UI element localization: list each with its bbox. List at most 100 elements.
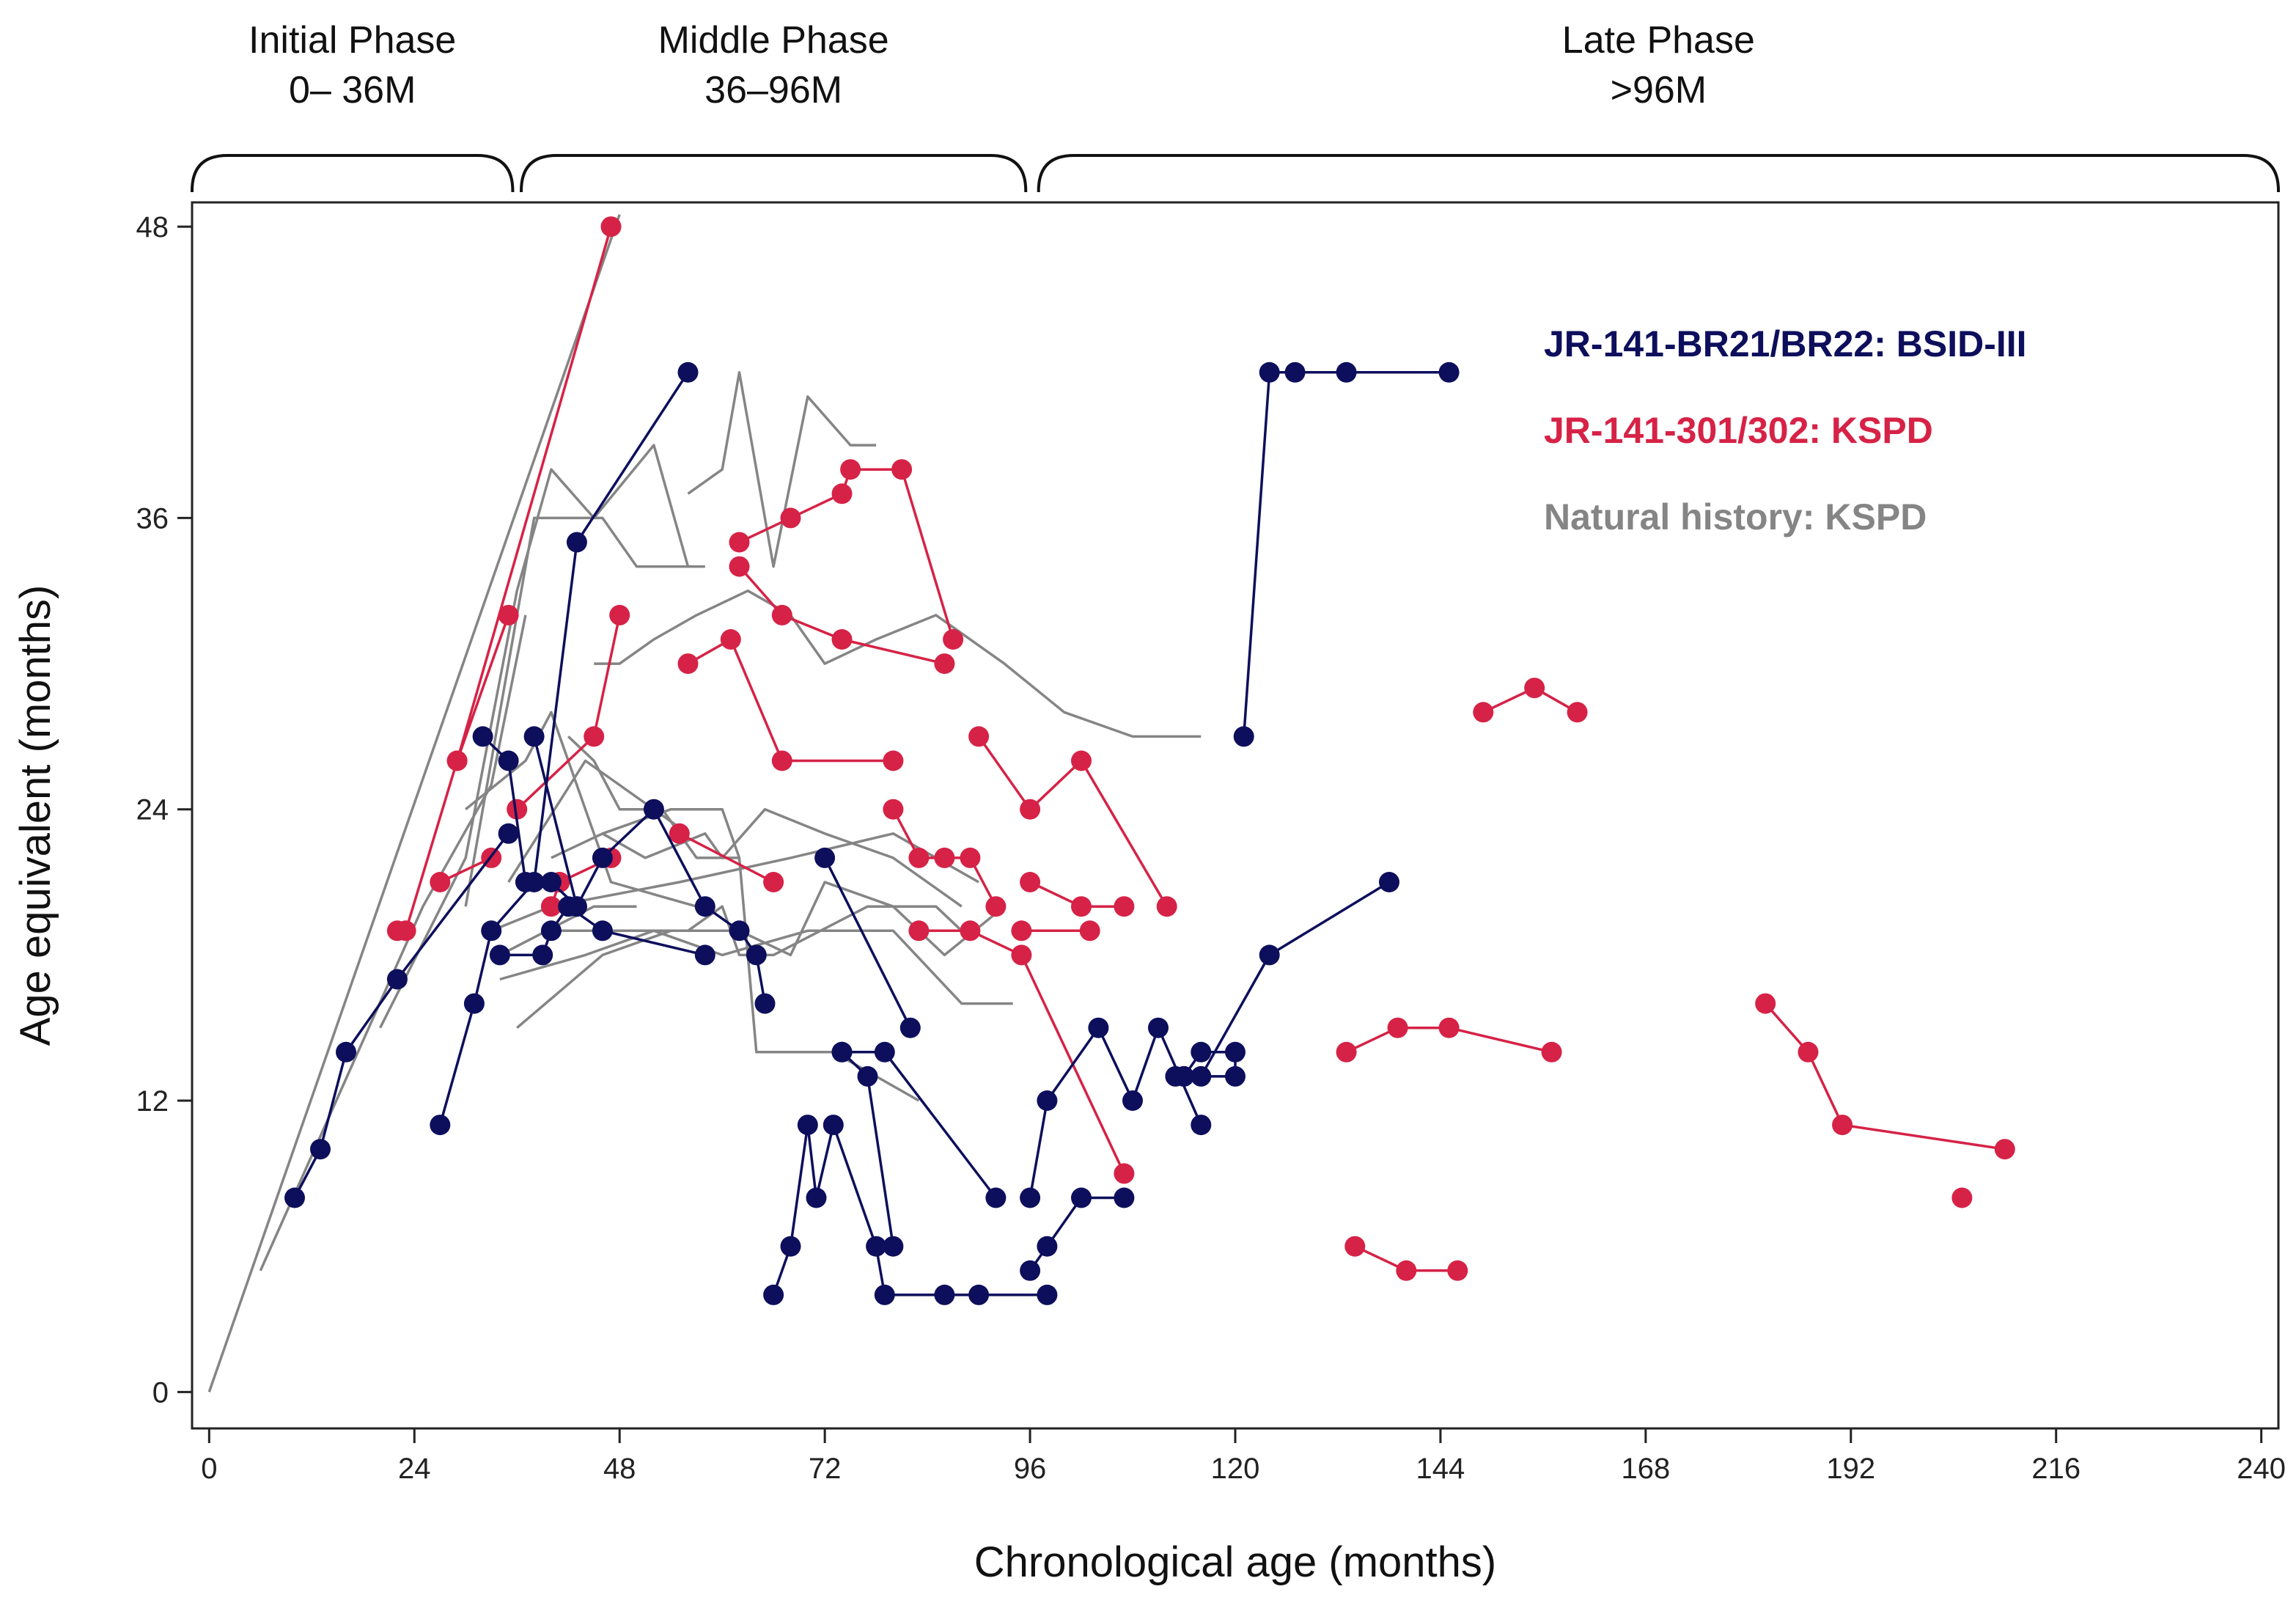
kspd-point bbox=[908, 920, 930, 942]
y-tick-label: 0 bbox=[152, 1376, 169, 1409]
bsid-point bbox=[754, 993, 776, 1014]
phase-range: 36–96M bbox=[704, 69, 842, 111]
bsid-point bbox=[498, 750, 519, 771]
kspd-point bbox=[498, 604, 519, 625]
x-tick-label: 72 bbox=[809, 1453, 842, 1485]
bsid-point bbox=[463, 993, 485, 1014]
kspd-point bbox=[1071, 896, 1092, 917]
kspd-point bbox=[831, 483, 853, 504]
bsid-point bbox=[899, 1017, 921, 1038]
phase-title: Initial Phase bbox=[249, 19, 456, 62]
plot-area-frame bbox=[191, 201, 2280, 1430]
bsid-point bbox=[797, 1115, 818, 1136]
kspd-point bbox=[430, 872, 451, 892]
y-tick-label: 24 bbox=[136, 794, 169, 826]
kspd-point bbox=[584, 726, 605, 747]
bsid-point bbox=[540, 920, 562, 942]
x-axis-title: Chronological age (months) bbox=[974, 1538, 1496, 1586]
bsid-point bbox=[729, 920, 750, 942]
bsid-point bbox=[1225, 1041, 1245, 1063]
bsid-point bbox=[643, 799, 664, 820]
kspd-point bbox=[1951, 1187, 1973, 1208]
kspd-point bbox=[943, 629, 964, 650]
series-layer bbox=[207, 214, 2015, 1392]
kspd-point bbox=[1994, 1139, 2015, 1160]
kspd-point bbox=[1541, 1041, 1562, 1063]
kspd-point bbox=[507, 799, 528, 820]
bsid-point bbox=[481, 920, 502, 942]
bsid-trajectory bbox=[1242, 371, 1449, 737]
bsid-point bbox=[1284, 362, 1306, 383]
kspd-point bbox=[540, 896, 562, 917]
kspd-point bbox=[934, 847, 955, 868]
x-tick-label: 168 bbox=[1621, 1453, 1670, 1485]
phase-range: 0– 36M bbox=[289, 69, 416, 111]
kspd-trajectory bbox=[455, 226, 613, 761]
kspd-point bbox=[1020, 872, 1041, 892]
bsid-trajectory bbox=[482, 735, 767, 1004]
bsid-point bbox=[472, 726, 493, 747]
x-tick-label: 240 bbox=[2237, 1453, 2286, 1485]
bsid-point bbox=[1259, 362, 1280, 383]
kspd-point bbox=[1336, 1041, 1357, 1063]
kspd-point bbox=[883, 799, 904, 820]
bsid-point bbox=[694, 896, 715, 917]
bsid-point bbox=[515, 872, 536, 892]
bsid-point bbox=[498, 823, 519, 844]
kspd-point bbox=[763, 872, 784, 892]
bsid-point bbox=[566, 532, 587, 553]
bsid-point bbox=[1148, 1017, 1169, 1038]
bsid-point bbox=[566, 896, 587, 917]
bsid-point bbox=[874, 1041, 895, 1063]
legend-item-bsid: JR-141-BR21/BR22: BSID-III bbox=[1544, 323, 2027, 364]
phase-annotations: Initial Phase 0– 36M Middle Phase 36–96M Lat… bbox=[191, 19, 2280, 192]
kspd-point bbox=[771, 604, 792, 625]
bsid-point bbox=[934, 1284, 955, 1305]
kspd-point bbox=[1798, 1041, 1819, 1063]
kspd-point bbox=[677, 653, 699, 675]
kspd-point bbox=[891, 459, 913, 480]
x-tick-label: 144 bbox=[1416, 1453, 1465, 1485]
legend-item-natural: Natural history: KSPD bbox=[1544, 496, 1927, 537]
kspd-point bbox=[1156, 896, 1177, 917]
bsid-point bbox=[694, 944, 715, 966]
kspd-point bbox=[1524, 678, 1545, 699]
kspd-point bbox=[600, 216, 622, 238]
kspd-point bbox=[908, 847, 930, 868]
phase-bracket bbox=[1037, 154, 2280, 192]
y-axis-title: Age equivalent (months) bbox=[12, 585, 59, 1046]
series-kspd bbox=[386, 216, 2015, 1281]
axes: 0 24 48 72 96 120 144 168 192 216 240 0 12 24 36 48 bbox=[136, 211, 2286, 1485]
bsid-point bbox=[310, 1139, 331, 1160]
kspd-point bbox=[1396, 1260, 1417, 1281]
kspd-point bbox=[1344, 1236, 1366, 1257]
kspd-point bbox=[1020, 799, 1041, 820]
kspd-point bbox=[729, 532, 750, 553]
kspd-point bbox=[1755, 993, 1776, 1014]
y-tick-label: 36 bbox=[136, 502, 169, 535]
kspd-point bbox=[1071, 750, 1092, 771]
kspd-point bbox=[1567, 702, 1588, 723]
bsid-trajectory bbox=[772, 1123, 1048, 1296]
bsid-point bbox=[866, 1236, 887, 1257]
natural-trajectory bbox=[379, 444, 690, 1029]
bsid-point bbox=[336, 1041, 356, 1063]
x-tick-label: 192 bbox=[1826, 1453, 1875, 1485]
legend-item-kspd: JR-141-301/302: KSPD bbox=[1544, 410, 1933, 451]
bsid-point bbox=[1088, 1017, 1109, 1038]
y-tick-label: 48 bbox=[136, 211, 169, 243]
bsid-point bbox=[1020, 1260, 1041, 1281]
kspd-point bbox=[934, 653, 955, 675]
kspd-point bbox=[1438, 1017, 1460, 1038]
kspd-point bbox=[771, 750, 792, 771]
bsid-point bbox=[874, 1284, 895, 1305]
bsid-trajectory bbox=[1029, 1026, 1202, 1198]
natural-trajectory bbox=[687, 371, 877, 568]
phase-bracket bbox=[520, 154, 1028, 192]
x-tick-label: 96 bbox=[1014, 1453, 1047, 1485]
bsid-point bbox=[540, 872, 562, 892]
bsid-trajectory bbox=[1029, 1196, 1125, 1271]
natural-trajectory bbox=[499, 929, 1013, 1005]
series-natural bbox=[207, 214, 1202, 1392]
x-tick-label: 216 bbox=[2031, 1453, 2080, 1485]
